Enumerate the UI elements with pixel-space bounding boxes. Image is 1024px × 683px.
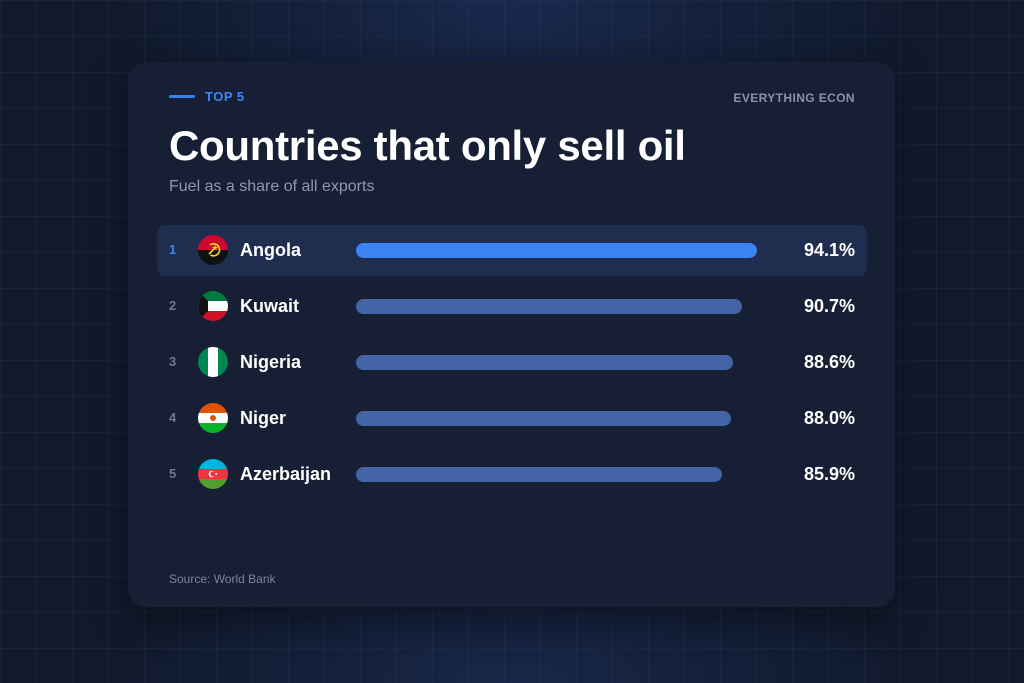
brand-label: EVERYTHING ECON (733, 91, 855, 105)
category-label: Kuwait (240, 296, 300, 316)
angola-flag-icon (198, 235, 228, 265)
value-label: 88.0% (803, 408, 855, 428)
accent-line (169, 95, 195, 98)
bar-track (356, 411, 782, 426)
bar (356, 411, 731, 426)
value-label: 85.9% (803, 464, 855, 484)
kuwait-flag-icon (198, 291, 228, 321)
category-label: Angola (240, 240, 301, 260)
bar-row: 2 Kuwait 90.7% (157, 281, 867, 332)
bar-list: 1 Angola 94.1% 2 Kuwait 90.7% 3 Nigeria 88.6% 4 Ni… (157, 225, 867, 505)
rank-label: 5 (169, 466, 177, 481)
bar-row: 1 Angola 94.1% (157, 225, 867, 276)
bar-track (356, 243, 782, 258)
rank-label: 2 (169, 298, 177, 313)
top-label: TOP 5 (169, 89, 245, 104)
chart-card: TOP 5 EVERYTHING ECON Countries that onl… (128, 62, 895, 607)
chart-subtitle: Fuel as a share of all exports (169, 178, 375, 195)
rank-label: 4 (169, 410, 177, 425)
bar-track (356, 467, 782, 482)
chart-title: Countries that only sell oil (169, 122, 686, 169)
category-label: Azerbaijan (240, 464, 332, 484)
bar-row: 5 Azerbaijan 85.9% (157, 449, 867, 500)
top-tag: TOP 5 (205, 89, 245, 104)
azerbaijan-flag-icon (198, 459, 228, 489)
value-label: 90.7% (803, 296, 855, 316)
value-label: 88.6% (803, 352, 855, 372)
source-note: Source: World Bank (169, 572, 276, 586)
bar (356, 243, 757, 258)
bar-row: 4 Niger 88.0% (157, 393, 867, 444)
bar (356, 355, 734, 370)
bar-row: 3 Nigeria 88.6% (157, 337, 867, 388)
bar (356, 467, 722, 482)
category-label: Nigeria (240, 352, 302, 372)
category-label: Niger (240, 408, 287, 428)
rank-label: 1 (169, 242, 177, 257)
bar (356, 299, 743, 314)
value-label: 94.1% (803, 240, 855, 260)
bar-track (356, 355, 782, 370)
rank-label: 3 (169, 354, 177, 369)
nigeria-flag-icon (198, 347, 228, 377)
bar-track (356, 299, 782, 314)
niger-flag-icon (198, 403, 228, 433)
